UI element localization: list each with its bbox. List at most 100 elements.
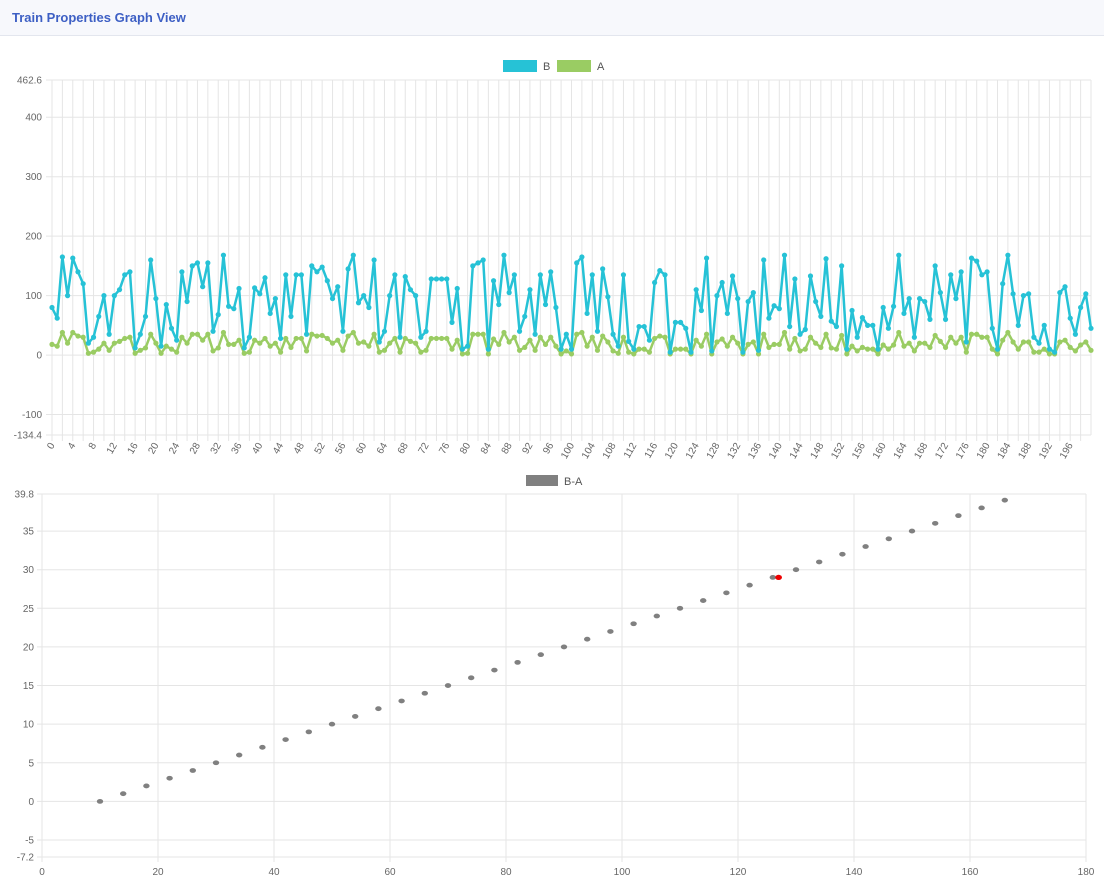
data-point-A: [829, 345, 834, 350]
data-point-B: [366, 305, 371, 310]
legend-label-A: A: [597, 61, 605, 73]
data-point-B: [65, 293, 70, 298]
data-point-B: [252, 285, 257, 290]
data-point-A: [673, 347, 678, 352]
data-point-B: [309, 263, 314, 268]
data-point-B: [1042, 323, 1047, 328]
data-point-B: [714, 293, 719, 298]
data-point-A: [143, 345, 148, 350]
data-point-diff: [236, 753, 242, 758]
data-point-B: [96, 314, 101, 319]
data-point-A: [382, 348, 387, 353]
data-point-diff: [398, 699, 404, 704]
data-point-A: [127, 335, 132, 340]
data-point-B: [117, 287, 122, 292]
data-point-B: [953, 296, 958, 301]
data-point-B: [631, 347, 636, 352]
data-point-B: [834, 324, 839, 329]
data-point-B: [1005, 253, 1010, 258]
data-point-B: [231, 306, 236, 311]
x-tick-label: 52: [313, 441, 328, 457]
x-tick-label: 80: [500, 867, 512, 878]
x-tick-label: 116: [643, 441, 661, 461]
data-point-A: [522, 345, 527, 350]
data-point-B: [553, 305, 558, 310]
x-tick-label: 64: [375, 441, 390, 457]
x-tick-label: 172: [933, 441, 951, 461]
data-point-B: [855, 335, 860, 340]
scatter-chart: B-A0 20 40 60 80 100 120 140 160 180-7.2-50510152…: [0, 466, 1104, 886]
data-point-diff: [932, 521, 938, 526]
data-point-B: [418, 335, 423, 340]
data-point-B: [429, 276, 434, 281]
data-point-B: [683, 326, 688, 331]
data-point-diff: [282, 737, 288, 742]
data-point-A: [231, 342, 236, 347]
y-tick-label: 15: [23, 681, 35, 692]
data-point-B: [787, 324, 792, 329]
data-point-diff: [886, 536, 892, 541]
data-point-B: [761, 257, 766, 262]
x-tick-label: 160: [962, 867, 979, 878]
data-point-A: [1000, 338, 1005, 343]
data-point-A: [371, 332, 376, 337]
data-point-B: [86, 341, 91, 346]
data-point-B: [1073, 332, 1078, 337]
data-point-A: [210, 348, 215, 353]
data-point-B: [1021, 293, 1026, 298]
data-point-B: [70, 256, 75, 261]
x-tick-label: 68: [396, 441, 411, 457]
data-point-B: [174, 338, 179, 343]
data-point-diff: [862, 544, 868, 549]
data-point-B: [948, 272, 953, 277]
data-point-A: [803, 347, 808, 352]
data-point-A: [901, 344, 906, 349]
data-point-A: [49, 342, 54, 347]
data-point-B: [247, 335, 252, 340]
data-point-B: [335, 284, 340, 289]
y-tick-label: 300: [25, 172, 42, 183]
data-point-B: [772, 303, 777, 308]
data-point-B: [262, 275, 267, 280]
data-point-A: [512, 335, 517, 340]
data-point-A: [169, 347, 174, 352]
data-point-A: [600, 333, 605, 338]
data-point-B: [1047, 347, 1052, 352]
data-point-A: [96, 347, 101, 352]
data-point-diff: [329, 722, 335, 727]
x-tick-label: 176: [954, 441, 972, 461]
data-point-B: [564, 332, 569, 337]
data-point-A: [107, 348, 112, 353]
data-point-B: [486, 347, 491, 352]
data-point-B: [990, 326, 995, 331]
data-point-A: [922, 341, 927, 346]
data-point-A: [797, 348, 802, 353]
data-point-A: [366, 344, 371, 349]
data-point-A: [870, 347, 875, 352]
data-point-A: [1047, 351, 1052, 356]
data-point-diff: [166, 776, 172, 781]
legend-label-diff: B-A: [564, 476, 583, 488]
data-point-B: [595, 329, 600, 334]
data-point-B: [138, 332, 143, 337]
data-point-A: [288, 345, 293, 350]
data-point-A: [242, 351, 247, 356]
data-point-B: [501, 253, 506, 258]
data-point-A: [507, 339, 512, 344]
data-point-B: [60, 254, 65, 259]
y-tick-label: 20: [23, 642, 35, 653]
data-point-A: [725, 344, 730, 349]
data-point-A: [933, 333, 938, 338]
data-point-diff: [978, 506, 984, 511]
data-point-A: [397, 350, 402, 355]
y-tick-label: 0: [36, 351, 42, 362]
data-point-A: [356, 341, 361, 346]
data-point-B: [621, 272, 626, 277]
data-point-A: [340, 348, 345, 353]
data-point-B: [751, 290, 756, 295]
data-point-A: [818, 345, 823, 350]
y-tick-label: 10: [23, 720, 35, 731]
y-tick-label: 35: [23, 527, 35, 538]
data-point-B: [777, 306, 782, 311]
y-tick-label: 5: [28, 758, 34, 769]
